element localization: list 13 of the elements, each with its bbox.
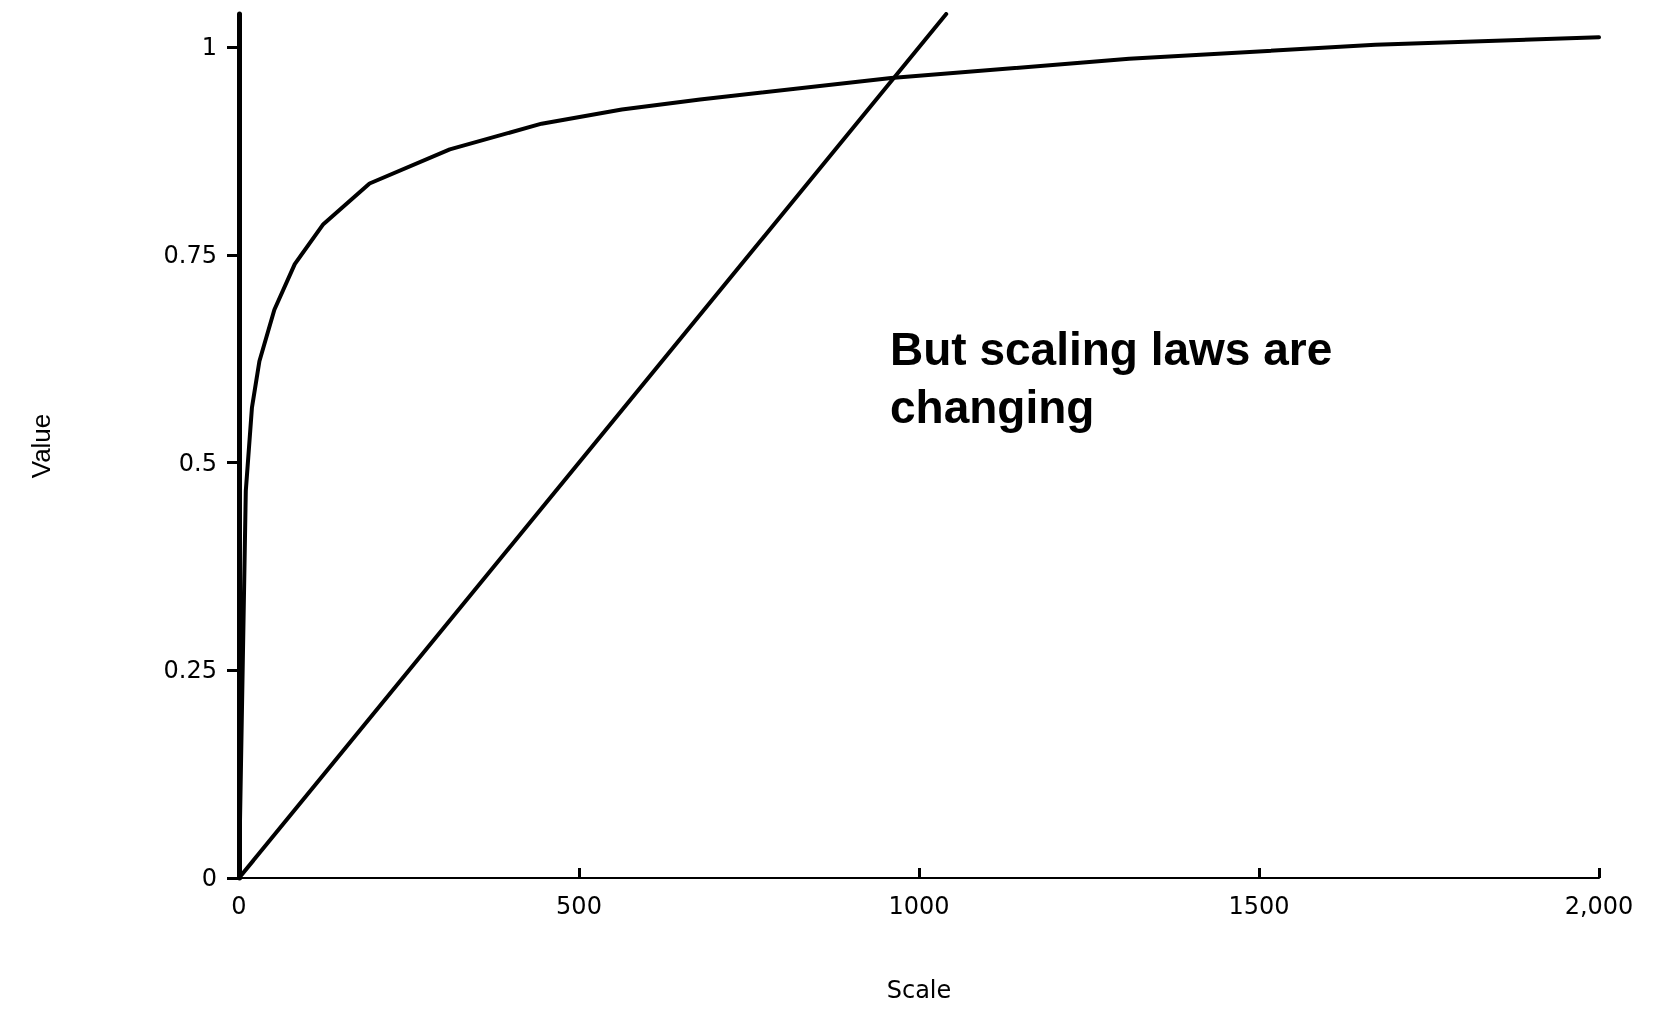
y-tick-label: 0.25: [163, 656, 217, 685]
y-tick-label: 0.5: [178, 448, 217, 477]
x-tick-label: 1000: [888, 892, 950, 920]
y-axis-title: Value: [26, 413, 56, 479]
x-tick-label: 0: [231, 892, 247, 920]
annotation: But scaling laws are changing: [890, 323, 1346, 433]
x-tick-label: 500: [556, 892, 602, 920]
y-tick-label: 0.75: [163, 240, 217, 269]
y-tick-label: 1: [201, 33, 217, 62]
x-axis-title: Scale: [886, 976, 952, 1004]
x-tick-label: 2,000: [1564, 892, 1634, 920]
x-tick-label: 1500: [1228, 892, 1290, 920]
y-tick-label: 0: [201, 864, 217, 892]
